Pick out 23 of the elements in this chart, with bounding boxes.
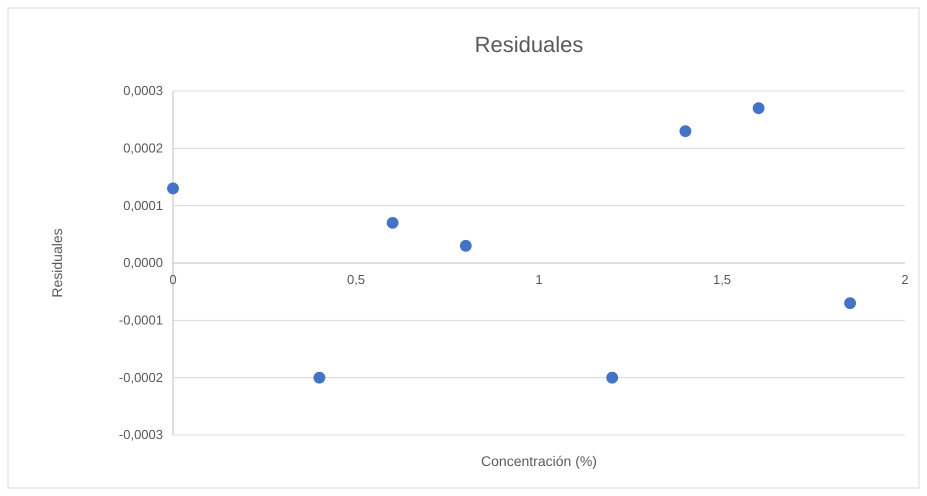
y-tick-label: 0,0002 <box>123 140 163 156</box>
x-tick-label: 0,5 <box>346 272 366 288</box>
y-tick-label: 0,0003 <box>123 83 163 98</box>
x-tick-label: 1 <box>535 272 543 288</box>
x-tick-label: 0 <box>169 272 177 288</box>
point <box>167 182 179 194</box>
x-tick-label: 2 <box>901 272 909 288</box>
y-tick-label: -0,0003 <box>118 427 163 442</box>
x-tick-label: 1,5 <box>712 272 732 288</box>
point <box>460 240 472 252</box>
chart-title: Residuales <box>474 32 584 57</box>
y-tick-label: 0,0001 <box>123 198 163 213</box>
y-tick-label: 0,0000 <box>123 255 163 270</box>
point <box>606 372 618 384</box>
point <box>313 372 326 384</box>
point <box>386 216 399 229</box>
point <box>844 297 856 310</box>
y-tick-label: -0,0002 <box>118 370 163 385</box>
x-axis-title: Concentración (%) <box>481 453 597 469</box>
point <box>752 102 765 114</box>
point <box>679 125 692 138</box>
y-axis-title: Residuales <box>49 228 65 298</box>
y-tick-label: -0,0001 <box>118 312 163 328</box>
